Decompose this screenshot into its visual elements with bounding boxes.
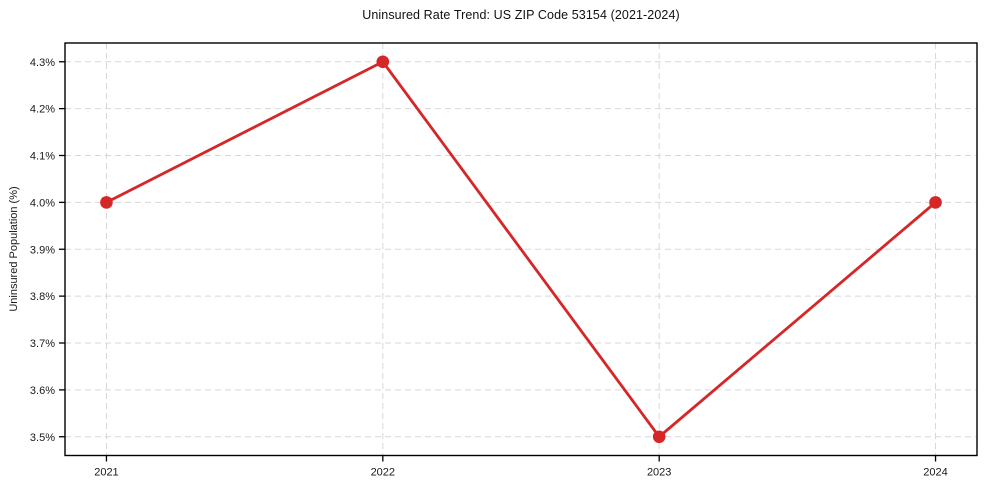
chart-title: Uninsured Rate Trend: US ZIP Code 53154 … xyxy=(362,8,680,22)
data-point-marker xyxy=(100,196,113,209)
y-tick-label: 4.2% xyxy=(30,104,55,116)
x-tick-label: 2022 xyxy=(371,467,395,479)
y-tick-label: 3.5% xyxy=(30,432,55,444)
y-tick-label: 4.0% xyxy=(30,197,55,209)
y-tick-label: 3.9% xyxy=(30,244,55,256)
data-point-marker xyxy=(929,196,942,209)
x-tick-label: 2024 xyxy=(923,467,947,479)
y-tick-label: 3.6% xyxy=(30,385,55,397)
x-tick-label: 2021 xyxy=(94,467,118,479)
y-tick-label: 4.1% xyxy=(30,151,55,163)
trend-line xyxy=(105,60,937,439)
y-tick-label: 3.8% xyxy=(30,291,55,303)
x-tick-label: 2023 xyxy=(647,467,671,479)
y-tick-label: 3.7% xyxy=(30,338,55,350)
data-point-marker xyxy=(376,55,390,69)
data-point-marker xyxy=(652,430,666,444)
y-axis-label: Uninsured Population (%) xyxy=(8,186,20,312)
y-tick-label: 4.3% xyxy=(30,57,55,69)
